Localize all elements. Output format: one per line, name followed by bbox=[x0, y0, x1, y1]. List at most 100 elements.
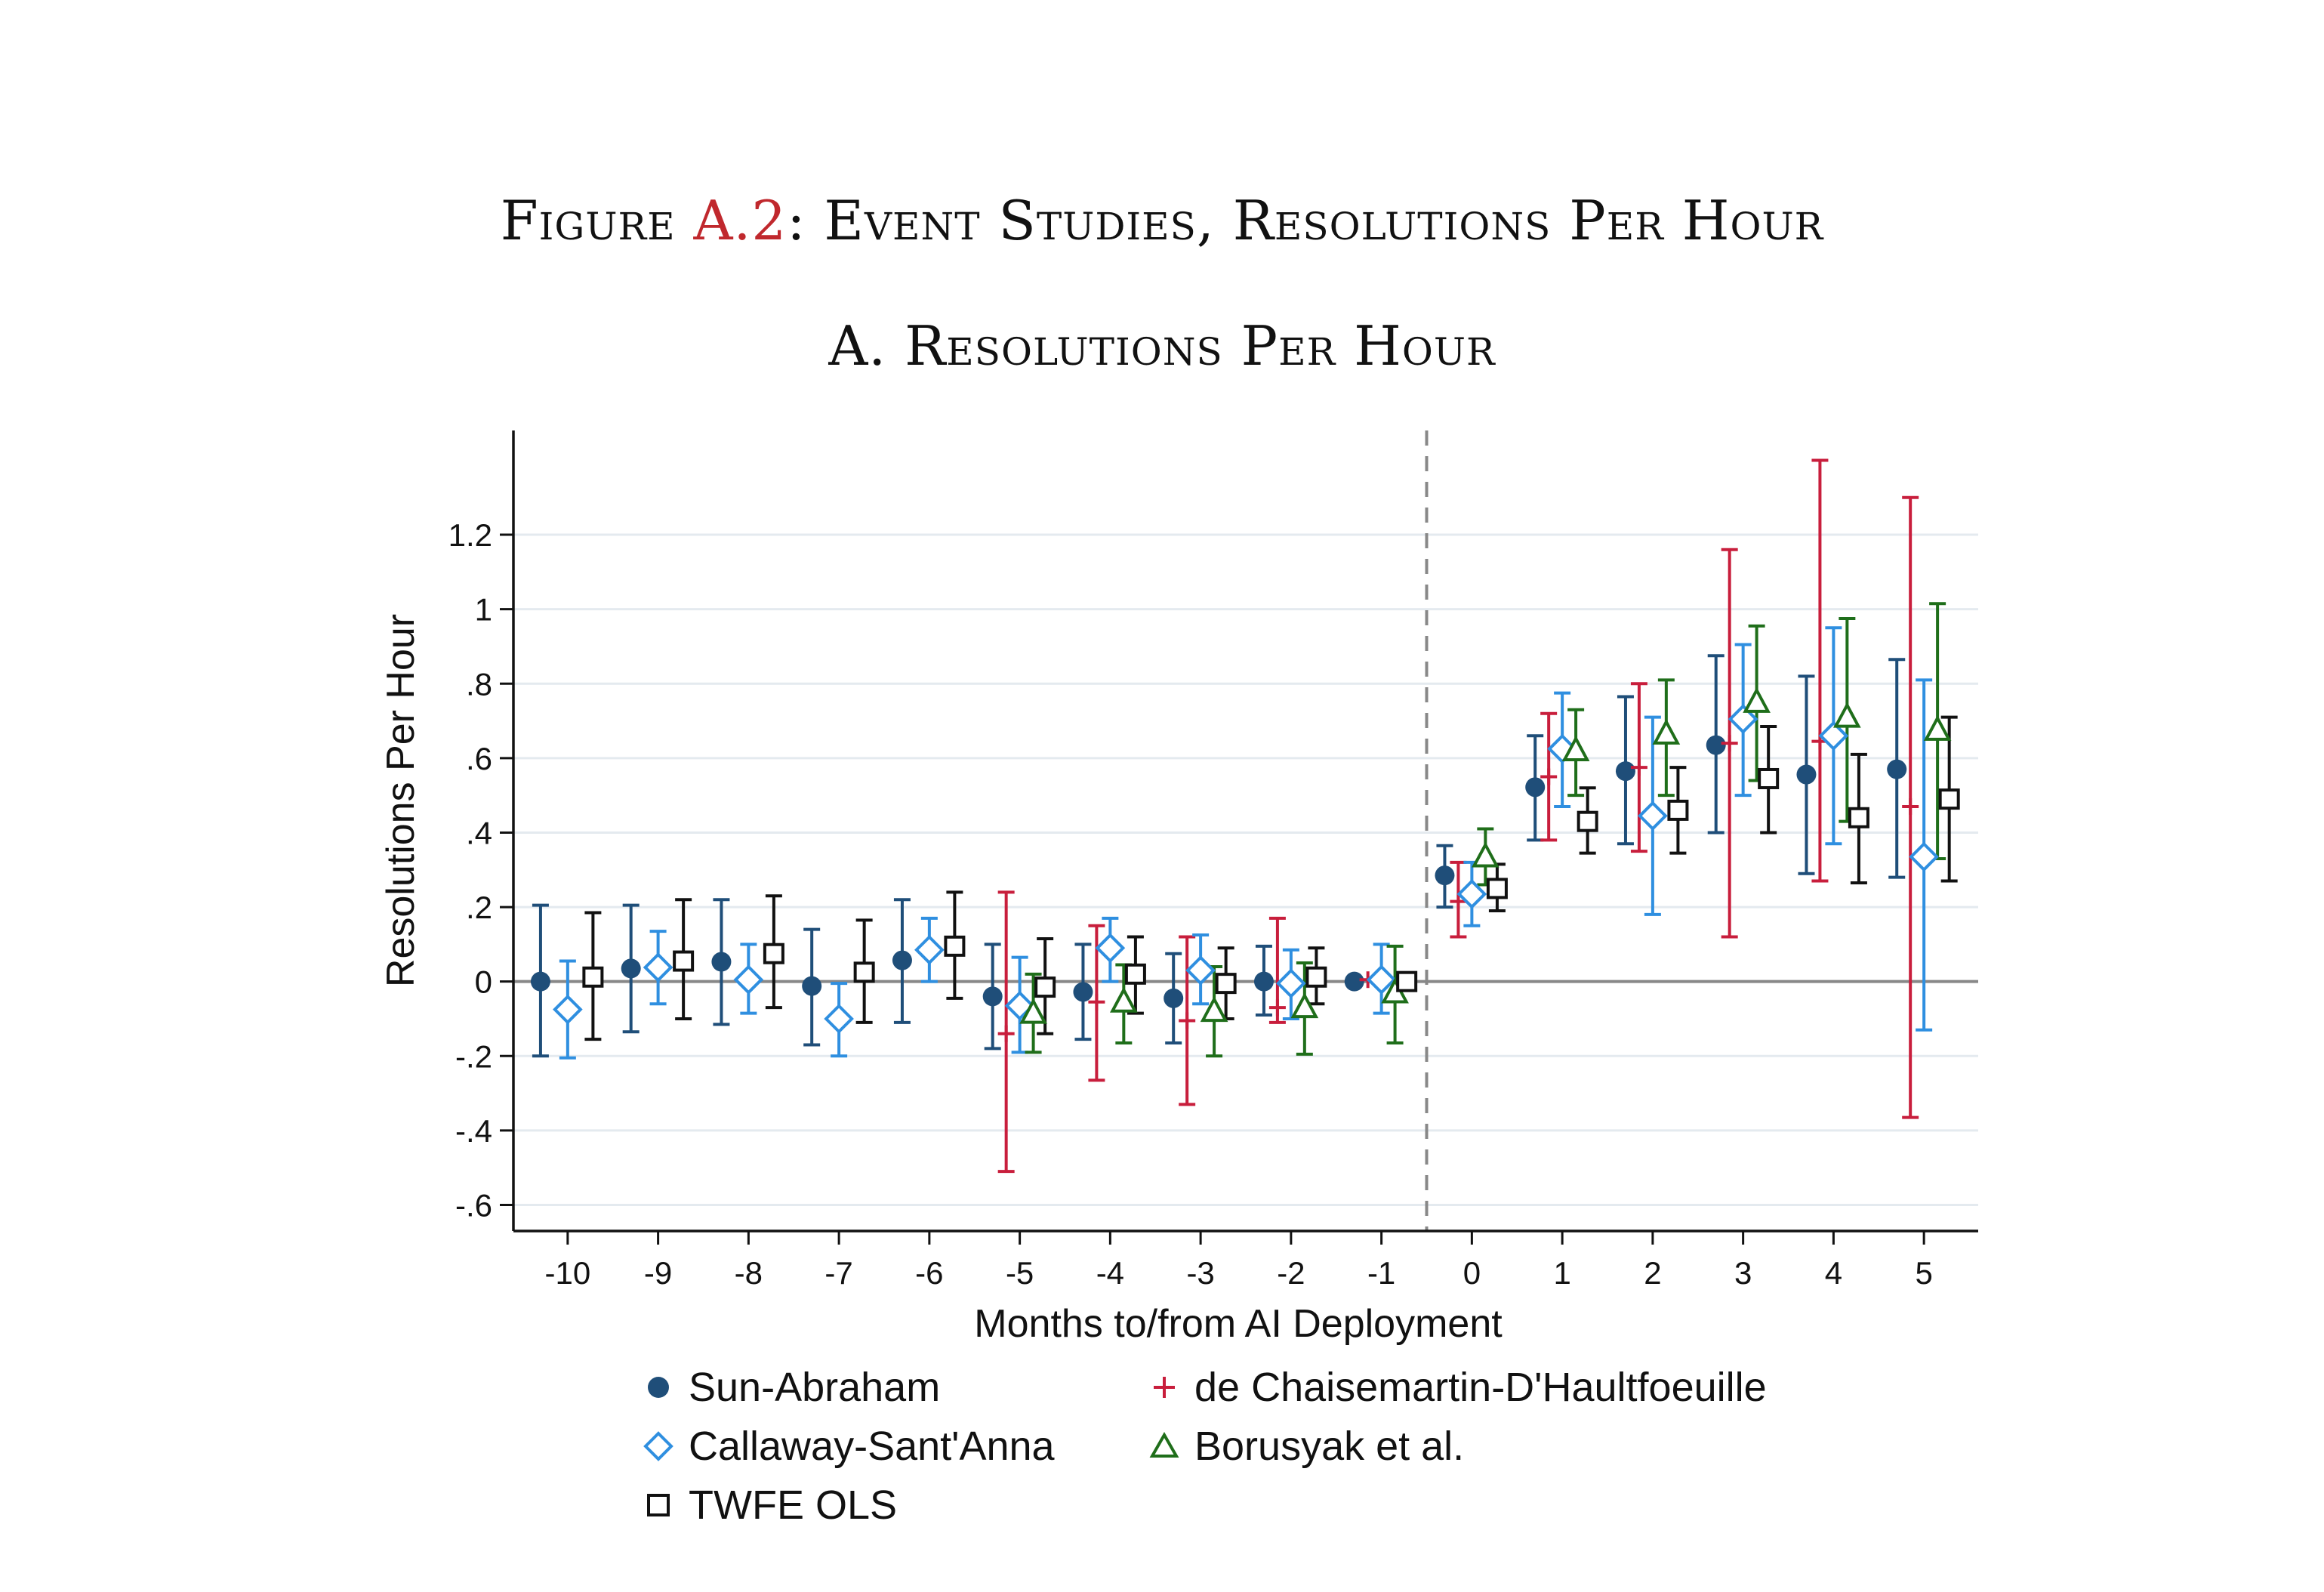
y-axis-title: Resolutions Per Hour bbox=[379, 614, 423, 987]
x-tick-label: 5 bbox=[1915, 1255, 1932, 1291]
x-tick-label: 1 bbox=[1553, 1255, 1570, 1291]
legend-label: TWFE OLS bbox=[689, 1482, 898, 1528]
x-tick-label: -8 bbox=[735, 1255, 763, 1291]
point-borusyak bbox=[1472, 841, 1500, 868]
point-twfe bbox=[582, 966, 604, 988]
point-twfe bbox=[1758, 767, 1780, 789]
point-twfe bbox=[1938, 788, 1960, 810]
point-twfe bbox=[1124, 963, 1146, 985]
x-tick-label: 0 bbox=[1463, 1255, 1481, 1291]
x-tick-label: -3 bbox=[1186, 1255, 1214, 1291]
point-callaway bbox=[1909, 841, 1939, 872]
point-callaway bbox=[1185, 955, 1216, 986]
point-twfe bbox=[1215, 973, 1237, 995]
point-borusyak bbox=[1290, 992, 1319, 1019]
x-tick-label: 4 bbox=[1825, 1255, 1842, 1291]
point-sun-abraham bbox=[1887, 759, 1907, 779]
figure-title: Figure A.2: Event Studies, Resolutions P… bbox=[0, 189, 2324, 252]
legend-label: Sun-Abraham bbox=[689, 1365, 941, 1410]
point-callaway bbox=[1818, 720, 1849, 751]
y-tick-label: -.6 bbox=[455, 1187, 492, 1223]
point-callaway bbox=[914, 934, 945, 965]
point-borusyak bbox=[1923, 714, 1952, 741]
legend-item-sun-abraham: Sun-Abraham bbox=[642, 1364, 940, 1411]
panel-title: A. Resolutions Per Hour bbox=[828, 314, 1496, 378]
point-twfe bbox=[1305, 966, 1327, 988]
point-sun-abraham bbox=[802, 976, 822, 996]
point-twfe bbox=[763, 943, 784, 964]
point-sun-abraham bbox=[1796, 764, 1817, 785]
x-tick-label: 2 bbox=[1644, 1255, 1661, 1291]
point-borusyak bbox=[1200, 995, 1228, 1023]
point-sun-abraham bbox=[1253, 971, 1274, 992]
x-tick-label: 3 bbox=[1734, 1255, 1752, 1291]
legend-item-de-chaisemartin: de Chaisemartin-D'Haultfoeuille bbox=[1148, 1364, 1767, 1411]
point-sun-abraham bbox=[982, 986, 1003, 1007]
point-callaway bbox=[1456, 878, 1487, 909]
point-callaway bbox=[1366, 964, 1397, 995]
point-sun-abraham bbox=[711, 952, 732, 972]
legend-label: de Chaisemartin-D'Haultfoeuille bbox=[1194, 1365, 1767, 1410]
point-callaway bbox=[824, 1004, 854, 1034]
figure-reference-link[interactable]: A.2 bbox=[693, 189, 788, 252]
y-tick-label: 1.2 bbox=[448, 517, 492, 553]
hollow-square-icon bbox=[647, 1494, 670, 1516]
point-sun-abraham bbox=[621, 958, 641, 979]
point-sun-abraham bbox=[1525, 777, 1546, 798]
point-sun-abraham bbox=[1706, 735, 1726, 755]
hollow-diamond-icon bbox=[643, 1431, 673, 1461]
point-sun-abraham bbox=[1615, 761, 1635, 782]
x-tick-label: -4 bbox=[1096, 1255, 1124, 1291]
point-twfe bbox=[673, 950, 695, 972]
plus-icon bbox=[1154, 1377, 1175, 1398]
point-borusyak bbox=[1743, 686, 1771, 713]
y-tick-label: -.2 bbox=[455, 1038, 492, 1074]
point-callaway bbox=[553, 994, 583, 1025]
point-callaway bbox=[643, 952, 673, 983]
point-sun-abraham bbox=[1164, 988, 1184, 1008]
x-tick-label: -5 bbox=[1006, 1255, 1034, 1291]
point-callaway bbox=[1095, 933, 1126, 964]
y-tick-label: -.4 bbox=[455, 1113, 492, 1149]
point-twfe bbox=[1486, 878, 1508, 899]
point-twfe bbox=[1848, 807, 1869, 828]
point-twfe bbox=[1577, 810, 1598, 832]
point-sun-abraham bbox=[530, 971, 550, 992]
point-borusyak bbox=[1019, 998, 1047, 1024]
point-twfe bbox=[853, 961, 875, 983]
point-twfe bbox=[1667, 799, 1689, 821]
x-tick-label: -1 bbox=[1367, 1255, 1395, 1291]
point-sun-abraham bbox=[892, 950, 912, 970]
x-tick-label: -2 bbox=[1277, 1255, 1305, 1291]
hollow-triangle-icon bbox=[1149, 1431, 1179, 1458]
legend-item-borusyak: Borusyak et al. bbox=[1148, 1423, 1464, 1470]
y-tick-label: .6 bbox=[466, 741, 492, 776]
x-axis-title: Months to/from AI Deployment bbox=[974, 1302, 1503, 1346]
point-callaway bbox=[733, 964, 764, 995]
y-tick-label: .2 bbox=[466, 890, 492, 925]
point-callaway bbox=[1638, 801, 1668, 831]
point-twfe bbox=[1034, 976, 1056, 998]
point-callaway bbox=[1276, 968, 1306, 998]
y-tick-label: 0 bbox=[475, 964, 492, 1000]
filled-circle-icon bbox=[648, 1377, 669, 1398]
y-tick-label: .4 bbox=[466, 815, 492, 850]
x-tick-label: -7 bbox=[824, 1255, 852, 1291]
point-twfe bbox=[1396, 970, 1418, 992]
point-borusyak bbox=[1833, 702, 1861, 728]
figure-title-rest: : Event Studies, Resolutions Per Hour bbox=[787, 189, 1824, 252]
point-sun-abraham bbox=[1435, 865, 1455, 886]
legend-item-twfe: TWFE OLS bbox=[642, 1482, 897, 1529]
x-tick-label: -6 bbox=[915, 1255, 943, 1291]
point-sun-abraham bbox=[1073, 982, 1093, 1002]
legend-label: Callaway-Sant'Anna bbox=[689, 1424, 1055, 1469]
legend-item-callaway: Callaway-Sant'Anna bbox=[642, 1423, 1055, 1470]
point-borusyak bbox=[1561, 735, 1590, 761]
x-tick-label: -10 bbox=[545, 1255, 591, 1291]
point-borusyak bbox=[1652, 718, 1681, 745]
point-borusyak bbox=[1109, 986, 1138, 1013]
x-tick-label: -9 bbox=[644, 1255, 672, 1291]
y-tick-label: 1 bbox=[475, 592, 492, 628]
point-twfe bbox=[944, 935, 966, 957]
